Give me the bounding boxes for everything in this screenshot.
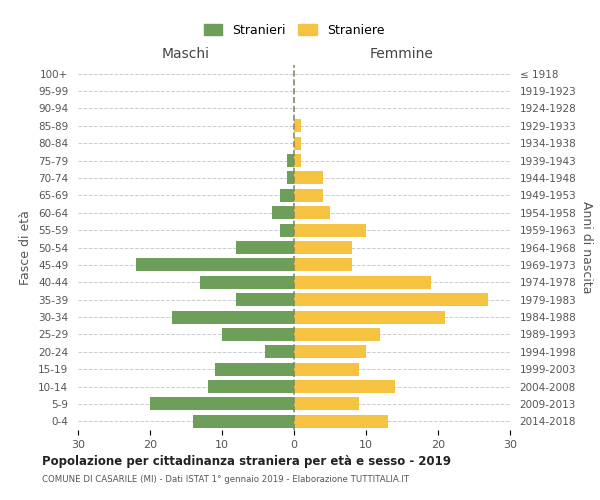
Bar (294, 224, 366, 236)
Bar (294, 189, 323, 202)
Bar (294, 241, 352, 254)
Bar (265, 346, 294, 358)
Bar (215, 362, 294, 376)
Bar (172, 310, 294, 324)
Bar (136, 258, 294, 272)
Bar (287, 172, 294, 184)
Bar (294, 293, 488, 306)
Y-axis label: Anni di nascita: Anni di nascita (580, 201, 593, 294)
Bar (294, 172, 323, 184)
Bar (193, 415, 294, 428)
Bar (294, 346, 366, 358)
Bar (280, 224, 294, 236)
Bar (236, 293, 294, 306)
Bar (294, 398, 359, 410)
Bar (294, 328, 380, 341)
Text: Popolazione per cittadinanza straniera per età e sesso - 2019: Popolazione per cittadinanza straniera p… (42, 455, 451, 468)
Bar (236, 241, 294, 254)
Bar (294, 276, 431, 289)
Bar (294, 415, 388, 428)
Bar (294, 310, 445, 324)
Bar (272, 206, 294, 220)
Bar (294, 136, 301, 149)
Bar (294, 258, 352, 272)
Text: COMUNE DI CASARILE (MI) - Dati ISTAT 1° gennaio 2019 - Elaborazione TUTTITALIA.I: COMUNE DI CASARILE (MI) - Dati ISTAT 1° … (42, 475, 409, 484)
Bar (294, 154, 301, 167)
Bar (287, 154, 294, 167)
Bar (280, 189, 294, 202)
Bar (150, 398, 294, 410)
Bar (208, 380, 294, 393)
Bar (200, 276, 294, 289)
Bar (294, 120, 301, 132)
Bar (294, 206, 330, 220)
Bar (294, 362, 359, 376)
Bar (222, 328, 294, 341)
Y-axis label: Fasce di età: Fasce di età (19, 210, 32, 285)
Text: Femmine: Femmine (370, 48, 434, 62)
Text: Maschi: Maschi (162, 48, 210, 62)
Bar (294, 380, 395, 393)
Legend: Stranieri, Straniere: Stranieri, Straniere (200, 20, 388, 40)
